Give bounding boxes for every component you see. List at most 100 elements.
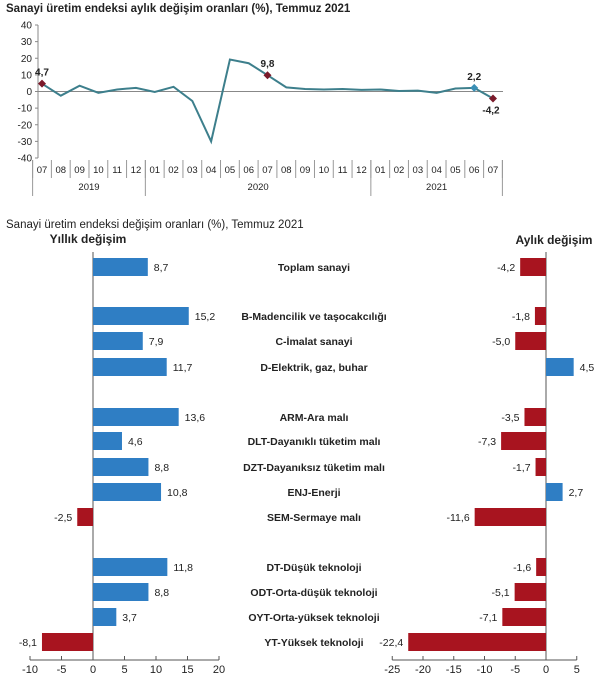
x-tick-label: 15 (181, 664, 193, 676)
x-tick-label: 08 (56, 165, 67, 176)
y-tick-label: -20 (18, 120, 33, 131)
bar-value-label: -7,3 (478, 436, 496, 448)
bar (77, 508, 93, 526)
x-tick-label: 01 (149, 165, 160, 176)
x-tick-label: 06 (469, 165, 480, 176)
bar (502, 608, 546, 626)
data-point-marker (38, 79, 46, 88)
data-label: -4,2 (482, 105, 500, 116)
category-label: DLT-Dayanıklı tüketim malı (248, 436, 381, 448)
bar (535, 458, 546, 476)
category-label: ENJ-Enerji (287, 487, 340, 499)
bar-value-label: 15,2 (195, 311, 216, 323)
data-label: 9,8 (261, 59, 275, 70)
bar-value-label: -4,2 (497, 262, 515, 274)
bar (515, 332, 546, 350)
x-tick-label: 10 (150, 664, 162, 676)
bar-value-label: 4,5 (580, 362, 595, 374)
bar (93, 408, 179, 426)
x-tick-label: -15 (446, 664, 462, 676)
bar-value-label: 11,7 (173, 362, 193, 374)
x-tick-label: 09 (300, 165, 311, 176)
y-tick-label: -30 (18, 137, 33, 148)
bar (520, 258, 546, 276)
year-label: 2019 (78, 182, 99, 193)
x-tick-label: 5 (574, 664, 580, 676)
bar-value-label: -1,8 (512, 311, 530, 323)
x-tick-label: -25 (384, 664, 400, 676)
bar (501, 432, 546, 450)
x-tick-label: -10 (477, 664, 493, 676)
bar (546, 483, 563, 501)
x-tick-label: 10 (93, 165, 104, 176)
bar-value-label: 7,9 (149, 336, 164, 348)
bar (524, 408, 546, 426)
category-label: YT-Yüksek teknoloji (264, 637, 363, 649)
year-label: 2021 (426, 182, 447, 193)
y-tick-label: 40 (21, 21, 33, 32)
x-tick-label: 5 (121, 664, 127, 676)
bar-value-label: -2,5 (54, 512, 72, 524)
category-label: DZT-Dayanıksız tüketim malı (243, 462, 385, 474)
bar (93, 258, 148, 276)
x-tick-label: -5 (57, 664, 67, 676)
x-tick-label: -20 (415, 664, 431, 676)
bar (93, 558, 168, 576)
x-tick-label: 0 (543, 664, 549, 676)
bar (474, 508, 546, 526)
x-tick-label: 12 (356, 165, 367, 176)
x-tick-label: 10 (319, 165, 330, 176)
bar-value-label: -5,1 (492, 587, 510, 599)
x-tick-label: 01 (375, 165, 386, 176)
bar-value-label: 8,8 (154, 462, 169, 474)
bar (41, 633, 93, 651)
bar-value-label: -5,0 (492, 336, 510, 348)
bar (93, 608, 117, 626)
bar-value-label: -11,6 (447, 512, 470, 524)
x-tick-label: 07 (37, 165, 48, 176)
category-label: D-Elektrik, gaz, buhar (260, 362, 367, 374)
category-label: SEM-Sermaye malı (267, 512, 361, 524)
y-tick-label: 30 (21, 37, 33, 48)
category-label: B-Madencilik ve taşocakcılığı (241, 311, 386, 323)
category-label: ARM-Ara malı (280, 412, 349, 424)
y-tick-label: 0 (26, 87, 32, 98)
x-tick-label: 0 (90, 664, 96, 676)
bar-value-label: 8,7 (154, 262, 169, 274)
bar (536, 558, 546, 576)
category-label: C-İmalat sanayi (275, 335, 352, 348)
x-tick-label: 20 (213, 664, 225, 676)
x-tick-label: 03 (413, 165, 424, 176)
data-point-marker (470, 83, 479, 92)
x-tick-label: 04 (206, 165, 217, 176)
x-tick-label: 04 (431, 165, 442, 176)
bar-value-label: -8,1 (19, 637, 37, 649)
x-tick-label: 07 (262, 165, 273, 176)
bar-value-label: 3,7 (122, 612, 137, 624)
bar-value-label: 4,6 (128, 436, 143, 448)
bar-value-label: 2,7 (569, 487, 584, 499)
y-tick-label: 20 (21, 54, 33, 65)
y-tick-label: 10 (21, 70, 33, 81)
bar (546, 358, 574, 376)
annual-series-name: Yıllık değişim (50, 232, 127, 246)
bar (93, 432, 122, 450)
x-tick-label: 11 (112, 165, 122, 176)
bar-value-label: 10,8 (167, 487, 188, 499)
bar (514, 583, 546, 601)
data-label: 2,2 (467, 72, 481, 83)
x-tick-label: 12 (131, 165, 142, 176)
bar (534, 307, 546, 325)
bar-value-label: 11,8 (173, 562, 193, 574)
y-tick-label: -40 (18, 154, 33, 165)
bar-chart-title: Sanayi üretim endeksi değişim oranları (… (6, 219, 304, 231)
bar (93, 583, 149, 601)
bar (93, 483, 162, 501)
x-tick-label: 03 (187, 165, 198, 176)
year-label: 2020 (248, 182, 269, 193)
bar (93, 458, 149, 476)
bar-value-label: 8,8 (154, 587, 169, 599)
bar-value-label: -1,7 (512, 462, 530, 474)
